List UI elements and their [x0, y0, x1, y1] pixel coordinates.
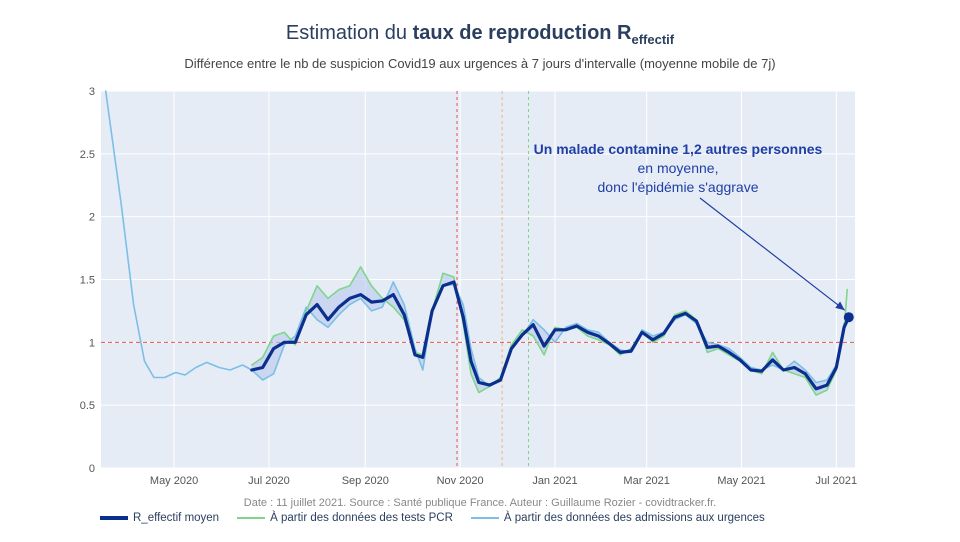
series-line — [250, 280, 851, 391]
legend-swatch-mean — [100, 516, 128, 520]
legend-swatch-urgences — [470, 517, 499, 519]
chart-title: Estimation du taux de reproduction Reffe… — [0, 22, 960, 47]
x-tick-label: May 2020 — [150, 475, 198, 487]
annotation-bold: Un malade contamine 1,2 autres personnes — [533, 141, 823, 157]
y-tick-label: 1 — [89, 337, 95, 349]
series-line — [104, 90, 845, 388]
footer-source: Date : 11 juillet 2021. Source : Santé p… — [243, 497, 717, 509]
annotation: Un malade contamine 1,2 autres personnes… — [528, 140, 828, 197]
chart-subtitle: Différence entre le nb de suspicion Covi… — [184, 56, 776, 71]
annotation-arrow-head — [835, 301, 845, 311]
y-tick-label: 1.5 — [80, 275, 95, 287]
x-tick-label: Jul 2021 — [816, 475, 858, 487]
annotation-rest2: donc l'épidémie s'aggrave — [597, 179, 759, 195]
annotation-arrow — [699, 197, 846, 311]
series-group — [104, 90, 851, 396]
legend-label-pcr: À partir des données des tests PCR — [270, 512, 453, 524]
legend-item-pcr[interactable]: À partir des données des tests PCR — [237, 512, 453, 524]
legend: R_effectif moyen À partir des données de… — [100, 512, 765, 524]
y-tick-label: 3 — [89, 86, 95, 98]
title-prefix: Estimation du — [285, 22, 413, 44]
last-point-marker — [843, 312, 854, 323]
x-tick-label: Jan 2021 — [532, 475, 577, 487]
legend-swatch-pcr — [237, 517, 266, 519]
y-axis-ticks: 0 0.5 1 1.5 2 2.5 3 — [80, 86, 95, 475]
legend-label-mean: R_effectif moyen — [133, 512, 220, 524]
gridlines — [101, 90, 855, 469]
y-tick-label: 0.5 — [80, 400, 95, 412]
title-bold: taux de reproduction R — [412, 22, 632, 44]
x-tick-label: May 2021 — [717, 475, 765, 487]
legend-label-urgences: À partir des données des admissions aux … — [503, 512, 765, 524]
x-tick-label: Mar 2021 — [623, 475, 669, 487]
x-axis-ticks: May 2020 Jul 2020 Sep 2020 Nov 2020 Jan 2021… — [150, 475, 857, 487]
legend-item-mean[interactable]: R_effectif moyen — [100, 512, 219, 524]
legend-item-urgences[interactable]: À partir des données des admissions aux … — [470, 512, 765, 524]
title-subscript: effectif — [631, 32, 675, 47]
x-tick-label: Sep 2020 — [342, 475, 389, 487]
x-tick-label: Jul 2020 — [248, 475, 290, 487]
vertical-markers — [456, 91, 530, 468]
y-tick-label: 0 — [89, 463, 95, 475]
y-tick-label: 2 — [89, 212, 95, 224]
annotation-rest1: en moyenne, — [637, 160, 719, 176]
y-tick-label: 2.5 — [80, 149, 95, 161]
x-tick-label: Nov 2020 — [437, 475, 484, 487]
